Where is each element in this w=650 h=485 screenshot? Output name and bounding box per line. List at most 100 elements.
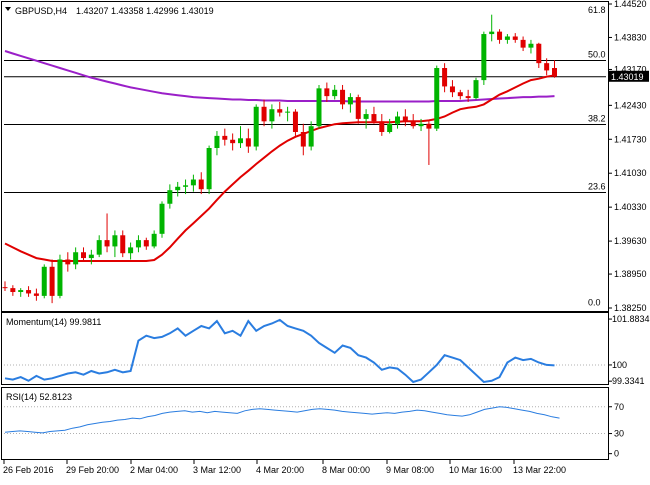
candle <box>206 145 212 195</box>
candle <box>222 128 228 146</box>
candle-body <box>2 287 8 289</box>
candle <box>33 288 39 301</box>
candle-body <box>167 190 173 204</box>
candle <box>544 58 550 76</box>
momentum-panel-frame <box>1 312 609 385</box>
candle <box>230 133 236 151</box>
candle-body <box>473 80 479 99</box>
candle <box>528 39 534 54</box>
candle-body <box>410 121 416 127</box>
x-tick-label: 26 Feb 2016 <box>3 465 54 475</box>
candle-body <box>175 186 181 191</box>
candle <box>387 118 393 134</box>
rsi-panel-frame <box>1 387 609 460</box>
current-price-label: 1.43019 <box>611 72 644 82</box>
candle-body <box>504 36 510 40</box>
rsi-title: RSI(14) 52.8123 <box>6 392 72 402</box>
candle <box>159 201 165 238</box>
candle <box>96 235 102 258</box>
candle-body <box>402 116 408 122</box>
candle <box>347 93 353 113</box>
candle-body <box>552 68 557 77</box>
x-tick-label: 13 Mar 22:00 <box>513 465 566 475</box>
candle <box>300 123 306 156</box>
candle <box>112 230 118 258</box>
candle <box>277 101 283 117</box>
candle-body <box>245 138 251 147</box>
candle <box>324 82 330 102</box>
candle-body <box>230 139 236 144</box>
candle-body <box>418 123 424 127</box>
candle-body <box>26 290 32 294</box>
price-y-tick-label: 1.42430 <box>614 100 647 110</box>
candle <box>434 65 440 132</box>
rsi-series <box>4 406 606 435</box>
candle-body <box>128 247 134 254</box>
candle <box>418 118 424 132</box>
candle-body <box>300 132 306 147</box>
candle <box>41 264 47 299</box>
candle <box>238 126 243 148</box>
fib-level-label: 38.2 <box>588 114 606 124</box>
x-axis-labels: 26 Feb 2016 29 Feb 20:00 2 Mar 04:00 3 Mar … <box>3 460 566 475</box>
candle-body <box>120 235 126 254</box>
candle <box>402 109 408 127</box>
fibonacci-levels: 61.8 50.0 38.2 23.6 0.0 <box>4 5 606 308</box>
candle <box>410 114 416 129</box>
candle-body <box>520 39 526 48</box>
x-tick-label: 29 Feb 20:00 <box>66 465 119 475</box>
candle-body <box>65 259 71 265</box>
candle-body <box>104 240 110 247</box>
candle <box>504 34 510 44</box>
candle-body <box>449 86 455 93</box>
candle <box>316 84 322 129</box>
candle <box>269 104 275 129</box>
price-y-tick-label: 1.38950 <box>614 269 647 279</box>
x-tick-label: 10 Mar 16:00 <box>449 465 502 475</box>
candle <box>457 89 463 100</box>
symbol-label: GBPUSD,H4 <box>15 6 67 16</box>
y-axis-labels: 1.44520 1.43830 1.43170 1.42430 1.41730 1.410… <box>608 0 650 459</box>
candle-body <box>371 114 377 122</box>
candle-body <box>355 97 361 119</box>
slow-moving-average-line <box>4 50 555 103</box>
candle <box>104 213 110 253</box>
candle <box>214 131 220 156</box>
candle-body <box>269 109 275 122</box>
dropdown-triangle-icon[interactable] <box>5 7 11 11</box>
candle <box>355 94 361 124</box>
candlestick-series <box>2 14 557 304</box>
price-y-tick-label: 1.43170 <box>614 64 647 74</box>
candle <box>57 254 63 299</box>
candle-body <box>442 68 448 87</box>
price-y-tick-label: 1.38250 <box>614 303 647 313</box>
candle-body <box>41 266 47 296</box>
candle-body <box>465 96 471 99</box>
candle-body <box>395 116 400 124</box>
candle <box>198 172 204 195</box>
candle-body <box>198 179 204 190</box>
candle <box>481 31 487 85</box>
candle <box>135 235 141 253</box>
candle <box>520 36 526 52</box>
candle <box>363 109 369 129</box>
candle <box>465 89 471 102</box>
candle <box>73 247 79 270</box>
price-y-tick-label: 1.43830 <box>614 32 647 42</box>
fib-level-label: 0.0 <box>588 298 601 308</box>
candle-body <box>238 138 243 144</box>
price-y-tick-label: 1.39630 <box>614 236 647 246</box>
candle <box>552 60 557 78</box>
candle <box>143 237 149 250</box>
candle-body <box>308 126 314 147</box>
candle <box>167 184 173 209</box>
candle-body <box>135 240 141 248</box>
candle-body <box>214 135 220 148</box>
candle-body <box>528 43 534 48</box>
moving-averages <box>4 50 555 262</box>
candle <box>65 252 71 272</box>
candle <box>2 281 8 292</box>
x-tick-label: 3 Mar 12:00 <box>193 465 241 475</box>
x-tick-label: 2 Mar 04:00 <box>130 465 178 475</box>
